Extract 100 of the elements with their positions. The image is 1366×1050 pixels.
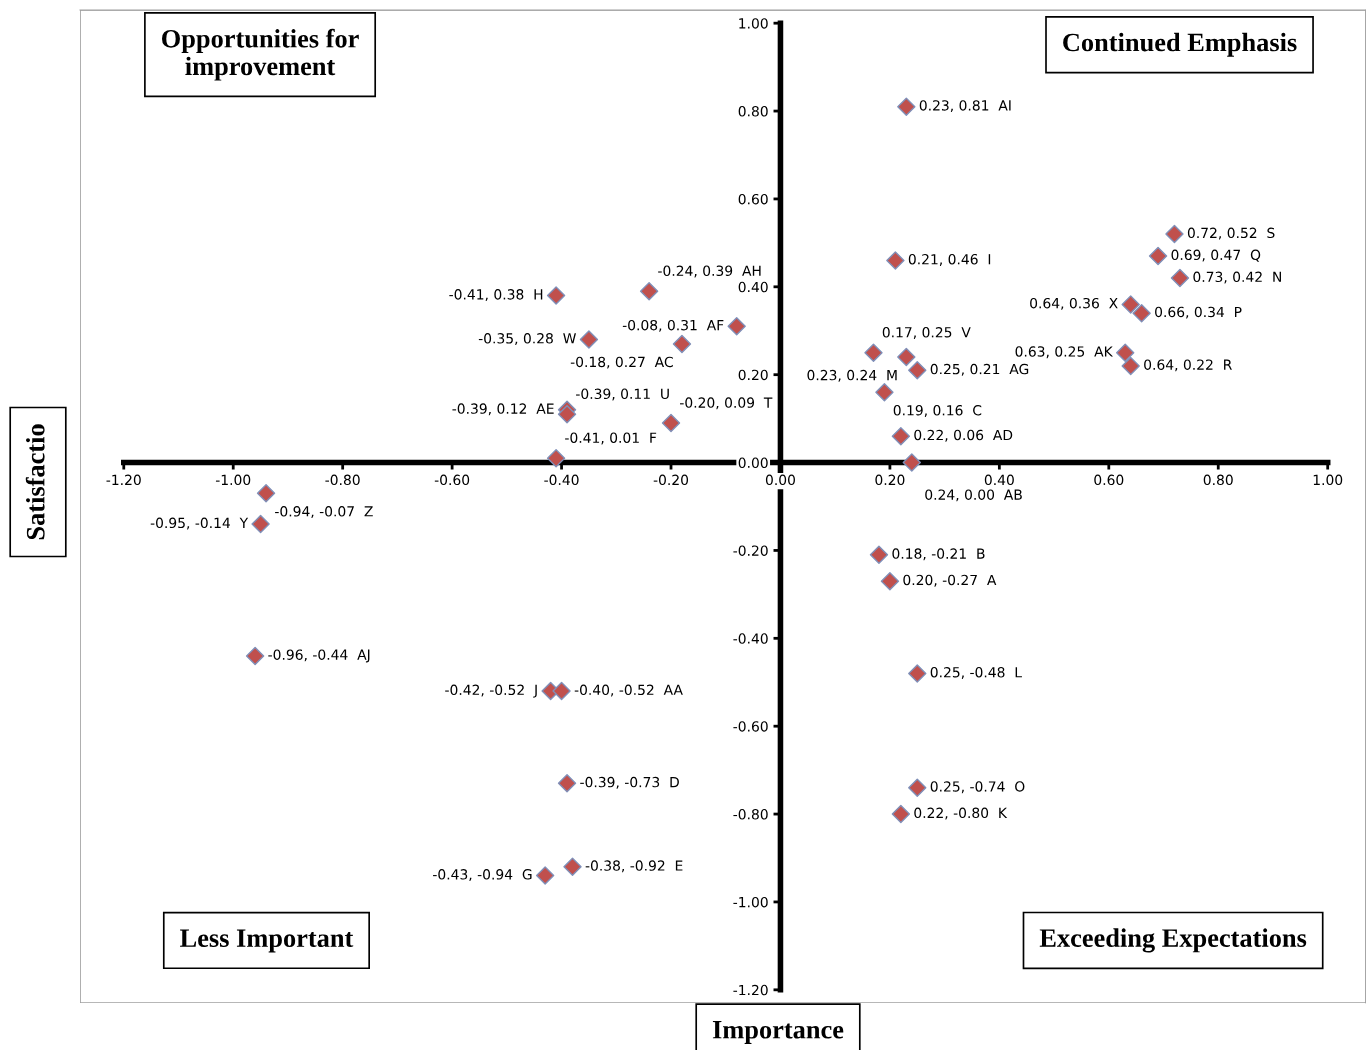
y-axis-title: Satisfactio xyxy=(25,424,45,540)
data-label: -0.41, 0.38 H xyxy=(449,289,543,302)
data-label: -0.39, -0.73 D xyxy=(580,776,679,789)
y-tick-label: -0.40 xyxy=(733,633,768,644)
point xyxy=(875,383,894,402)
annotation: Less Important xyxy=(180,929,354,953)
point xyxy=(891,426,911,446)
point xyxy=(251,514,270,534)
data-label: 0.21, 0.46 I xyxy=(908,253,991,266)
x-tick-label: 1.00 xyxy=(1313,474,1343,486)
x-tick-label: -0.80 xyxy=(325,474,360,486)
point xyxy=(535,866,555,885)
y-tick-label: -0.20 xyxy=(733,545,768,556)
x-tick-label: -0.20 xyxy=(653,474,689,486)
data-label: -0.18, 0.27 AC xyxy=(570,356,673,369)
y-tick-label: 0.20 xyxy=(738,369,768,381)
x-tick-label: -0.40 xyxy=(544,474,579,486)
point xyxy=(897,347,916,367)
point xyxy=(1148,246,1168,266)
y-tick-label: 0.80 xyxy=(738,106,768,117)
point xyxy=(672,334,692,354)
point xyxy=(908,778,927,797)
point xyxy=(727,317,746,336)
data-label: -0.95, -0.14 Y xyxy=(150,517,249,530)
data-label: 0.25, -0.74 O xyxy=(930,781,1025,794)
annotation: Opportunities for improvement xyxy=(162,28,359,81)
data-label: -0.42, -0.52 J xyxy=(445,684,537,698)
annotation: Exceeding Expectations xyxy=(1039,928,1307,953)
point xyxy=(552,681,571,701)
point xyxy=(557,405,577,424)
y-tick-label: 1.00 xyxy=(739,18,768,29)
point xyxy=(579,330,599,349)
data-label: -0.20, 0.09 T xyxy=(680,397,773,410)
point xyxy=(902,453,921,472)
point xyxy=(563,857,582,876)
data-label: -0.41, 0.01 F xyxy=(565,432,657,445)
data-label: 0.18, -0.21 B xyxy=(892,548,985,561)
x-tick-label: -1.20 xyxy=(106,474,141,486)
point xyxy=(1121,356,1140,376)
data-label: 0.23, 0.24 M xyxy=(807,369,897,382)
data-label: 0.64, 0.22 R xyxy=(1144,359,1232,372)
point xyxy=(546,448,566,468)
data-label: 0.72, 0.52 S xyxy=(1187,227,1275,240)
y-tick-label: 0.40 xyxy=(738,281,768,293)
point xyxy=(256,484,276,503)
y-tick-label: 0.60 xyxy=(738,193,768,205)
point xyxy=(1121,295,1140,314)
data-label: 0.63, 0.25 AK xyxy=(1015,346,1114,359)
data-label: -0.40, -0.52 AA xyxy=(574,684,683,697)
data-label: -0.38, -0.92 E xyxy=(585,860,683,873)
point xyxy=(908,664,927,683)
data-label: -0.96, -0.44 AJ xyxy=(268,649,370,663)
point xyxy=(1170,268,1190,288)
data-label: 0.22, -0.80 K xyxy=(914,807,1008,820)
point xyxy=(1165,224,1184,244)
data-label: -0.35, 0.28 W xyxy=(478,333,576,345)
y-tick-label: -1.20 xyxy=(733,984,768,996)
point xyxy=(546,286,566,305)
point xyxy=(245,646,265,666)
point xyxy=(869,545,889,565)
x-tick-label: 0.20 xyxy=(875,474,905,486)
data-label: 0.17, 0.25 V xyxy=(882,327,971,339)
data-label: 0.69, 0.47 Q xyxy=(1171,249,1261,262)
data-label: -0.43, -0.94 G xyxy=(433,869,532,882)
data-label: 0.20, -0.27 A xyxy=(903,574,997,587)
x-tick-label: 0.40 xyxy=(984,474,1014,486)
annotation: Continued Emphasis xyxy=(1063,32,1297,57)
point xyxy=(897,97,916,116)
point xyxy=(1116,343,1135,362)
data-label: 0.25, 0.21 AG xyxy=(930,363,1029,376)
point xyxy=(886,251,905,270)
data-label: 0.66, 0.34 P xyxy=(1155,306,1242,319)
point xyxy=(864,343,883,362)
point xyxy=(661,413,681,433)
x-axis-title: Importance xyxy=(712,1021,844,1044)
point xyxy=(908,361,927,380)
point xyxy=(1132,303,1151,323)
data-label: 0.73, 0.42 N xyxy=(1193,271,1281,284)
x-tick-label: 0.60 xyxy=(1094,474,1124,486)
y-tick-label: 0.00 xyxy=(738,457,768,469)
point xyxy=(891,804,911,824)
data-label: -0.24, 0.39 AH xyxy=(658,265,761,278)
data-label: -0.94, -0.07 Z xyxy=(275,506,373,518)
x-tick-label: -0.60 xyxy=(434,474,470,486)
data-label: -0.39, 0.12 AE xyxy=(452,403,554,416)
data-label: 0.23, 0.81 AI xyxy=(919,100,1011,113)
data-label: 0.19, 0.16 C xyxy=(893,405,982,417)
data-label: 0.24, 0.00 AB xyxy=(925,489,1022,502)
point xyxy=(557,774,577,793)
data-label: 0.64, 0.36 X xyxy=(1030,297,1118,310)
point xyxy=(880,571,900,591)
data-label: 0.22, 0.06 AD xyxy=(914,429,1013,442)
data-label: -0.08, 0.31 AF xyxy=(622,319,724,332)
data-label: -0.39, 0.11 U xyxy=(576,388,669,401)
x-tick-label: 0.00 xyxy=(765,474,795,486)
y-tick-label: -0.80 xyxy=(733,809,768,820)
x-tick-label: 0.80 xyxy=(1203,474,1233,486)
point xyxy=(639,282,659,301)
y-tick-label: -1.00 xyxy=(733,896,768,908)
x-tick-label: -1.00 xyxy=(215,474,251,486)
